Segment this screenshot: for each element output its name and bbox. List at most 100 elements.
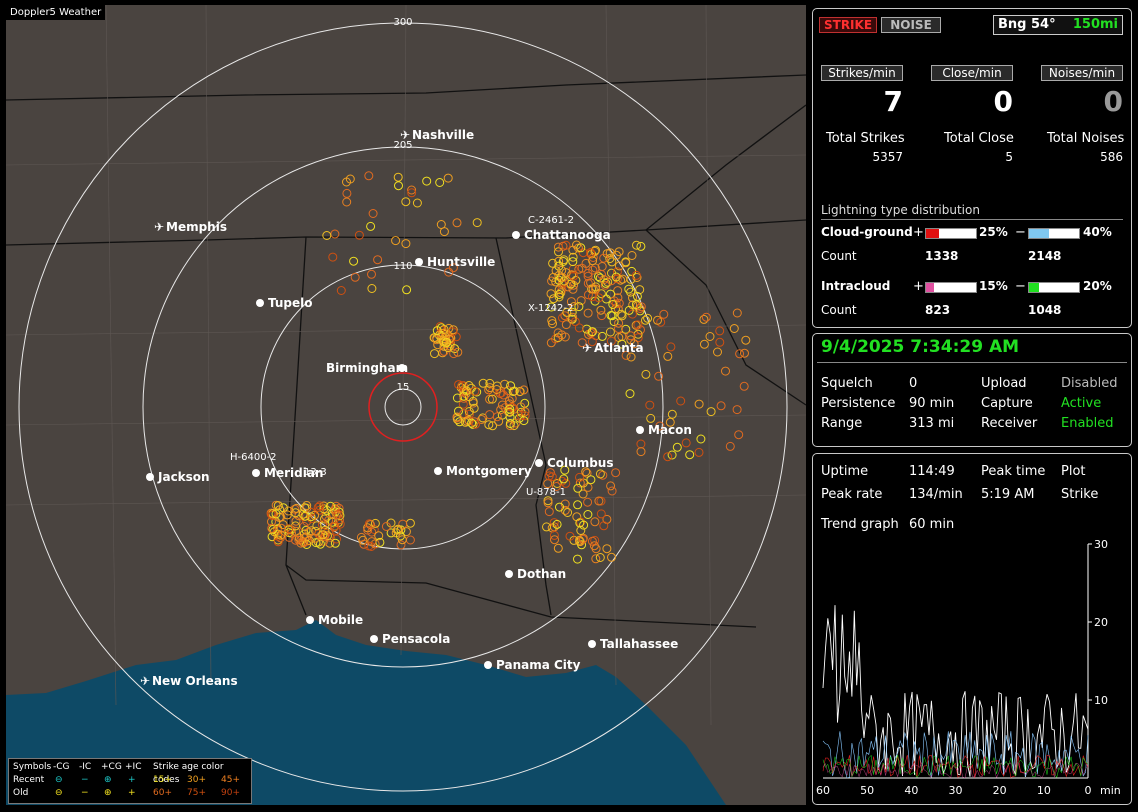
noises-min-label[interactable]: Noises/min — [1041, 65, 1123, 81]
strike-marker — [635, 285, 645, 295]
city-tupelo[interactable]: Tupelo — [256, 296, 313, 310]
cg-minus-count: 2148 — [1028, 249, 1062, 263]
city-tallahassee[interactable]: Tallahassee — [588, 637, 678, 651]
city-birmingham[interactable]: Birmingham — [326, 361, 408, 375]
cg-minus-sign: − — [1015, 225, 1026, 240]
strike-marker — [542, 522, 551, 532]
storm-label[interactable]: U-878-1 — [526, 487, 566, 498]
strike-marker — [342, 197, 352, 207]
city-huntsville[interactable]: Huntsville — [415, 255, 495, 269]
strike-marker — [560, 499, 570, 509]
city-memphis[interactable]: ✈ Memphis — [154, 220, 227, 234]
strike-marker — [505, 419, 515, 428]
strike-marker — [332, 534, 341, 544]
strike-marker — [554, 247, 563, 257]
state-borders — [6, 74, 806, 628]
strike-marker — [568, 257, 578, 267]
strike-marker — [607, 486, 617, 496]
strike-counts-panel: STRIKE NOISE Bng 54° 150mi Strikes/min C… — [812, 8, 1132, 328]
strike-marker — [282, 510, 292, 520]
strike-marker — [631, 270, 641, 280]
ic-minus-count: 1048 — [1028, 303, 1062, 317]
strike-marker — [705, 332, 715, 341]
strike-marker — [608, 300, 618, 309]
bearing-range-box[interactable]: Bng 54° 150mi — [993, 15, 1123, 35]
airport-icon: ✈ — [140, 674, 150, 688]
storm-label[interactable]: C-2461-2 — [528, 215, 574, 226]
city-atlanta[interactable]: ✈ Atlanta — [582, 341, 644, 355]
strike-marker — [613, 274, 622, 284]
strike-marker — [488, 421, 498, 431]
strike-marker — [397, 535, 407, 545]
strike-marker — [575, 478, 585, 488]
strike-marker — [624, 284, 634, 294]
city-new-orleans[interactable]: ✈ New Orleans — [140, 674, 238, 688]
strike-marker — [398, 519, 408, 529]
strike-marker — [478, 378, 488, 388]
strike-marker — [354, 230, 364, 240]
strike-marker — [591, 544, 601, 554]
city-jackson[interactable]: Jackson — [146, 470, 210, 484]
storm-label[interactable]: H-6400-2 — [230, 452, 277, 463]
city-columbus[interactable]: Columbus — [535, 456, 614, 470]
strike-marker — [563, 508, 573, 517]
strike-marker — [401, 239, 411, 249]
strike-marker — [574, 264, 584, 274]
strike-marker — [628, 293, 637, 303]
strike-marker — [332, 510, 342, 520]
strike-marker — [470, 386, 480, 396]
strike-marker — [599, 275, 609, 284]
upload-value: Disabled — [1061, 376, 1118, 391]
strike-marker — [597, 270, 606, 279]
strike-marker — [273, 501, 283, 511]
noise-button[interactable]: NOISE — [881, 17, 941, 33]
strike-marker — [591, 282, 601, 292]
strike-marker — [588, 256, 598, 266]
strike-marker — [454, 406, 463, 416]
lightning-map[interactable]: 300 205 110 15 ✈ Nashville ✈ Memphis Chattan… — [6, 5, 806, 805]
strikes-min-label[interactable]: Strikes/min — [821, 65, 903, 81]
strike-marker — [430, 349, 439, 359]
close-min-label[interactable]: Close/min — [931, 65, 1013, 81]
strike-marker — [581, 467, 591, 477]
city-nashville[interactable]: ✈ Nashville — [400, 128, 474, 142]
city-dot — [434, 467, 442, 475]
city-panama-city[interactable]: Panama City — [484, 658, 581, 672]
range-label-15: 15 — [397, 382, 410, 393]
strike-marker — [621, 324, 631, 334]
strike-marker — [335, 515, 344, 525]
strike-marker — [304, 536, 314, 546]
trend-graph: 30 20 10 60 50 40 30 20 10 0 min — [816, 538, 1121, 797]
strike-marker — [583, 271, 593, 281]
trend-x-tick-label: 30 — [949, 784, 963, 797]
strike-marker — [681, 438, 691, 448]
storm-label[interactable]: X-1242-2 — [528, 303, 573, 314]
strike-marker — [568, 264, 578, 274]
city-label: Atlanta — [594, 341, 644, 355]
city-montgomery[interactable]: Montgomery — [434, 464, 532, 478]
city-mobile[interactable]: Mobile — [306, 613, 363, 627]
strike-marker — [565, 531, 575, 541]
strike-marker — [645, 400, 655, 410]
total-strikes-label: Total Strikes — [826, 131, 905, 146]
city-meridian[interactable]: Meridian — [252, 466, 323, 480]
storm-label[interactable]: 13-3 — [304, 467, 327, 478]
city-pensacola[interactable]: Pensacola — [370, 632, 450, 646]
range-label-110: 110 — [393, 261, 412, 272]
strike-marker — [582, 468, 592, 478]
strike-marker — [505, 407, 515, 417]
strike-marker — [654, 371, 664, 381]
strike-marker — [320, 514, 329, 524]
strike-marker — [393, 172, 403, 182]
city-chattanooga[interactable]: Chattanooga — [512, 228, 611, 242]
city-dot — [146, 473, 154, 481]
city-macon[interactable]: Macon — [636, 423, 692, 437]
strike-marker — [394, 181, 403, 191]
strike-button[interactable]: STRIKE — [819, 17, 877, 33]
city-dothan[interactable]: Dothan — [505, 567, 566, 581]
strike-marker — [559, 255, 569, 265]
strike-marker — [546, 338, 556, 348]
strike-marker — [497, 388, 506, 398]
strike-marker — [401, 197, 411, 207]
ic-plus-percent: 15% — [979, 279, 1008, 293]
